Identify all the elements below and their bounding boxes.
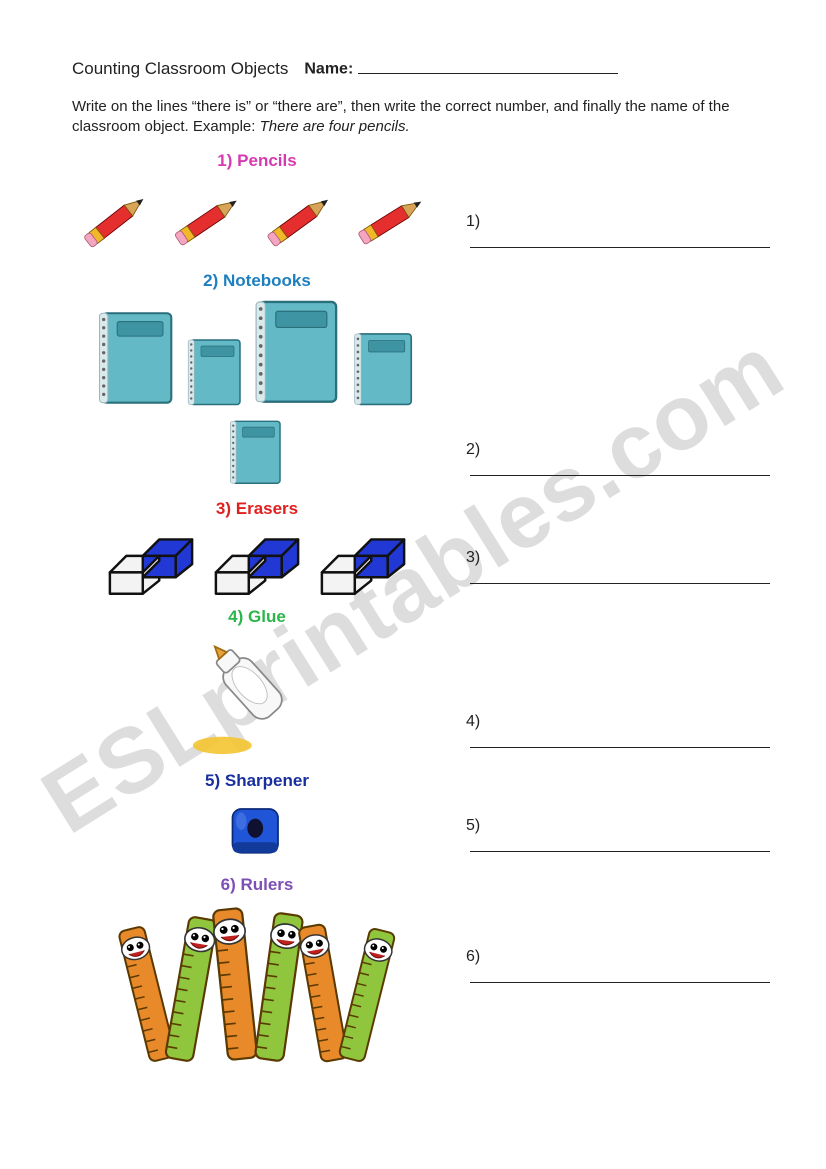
item-label: Rulers <box>240 875 293 894</box>
item-rulers: 6) Rulers <box>72 875 766 1069</box>
item-num: 3) <box>216 499 231 518</box>
item-pencils-left: 1) Pencils <box>72 151 442 261</box>
eraser-icon <box>207 523 307 597</box>
answer-line-4[interactable] <box>470 731 770 749</box>
answer-line-5[interactable] <box>470 835 770 853</box>
answer-5: 5) <box>442 817 770 866</box>
item-rulers-left: 6) Rulers <box>72 875 442 1069</box>
item-erasers-heading: 3) Erasers <box>72 499 442 519</box>
item-pencils: 1) Pencils <box>72 151 766 261</box>
item-num: 4) <box>228 607 243 626</box>
item-num: 2) <box>203 271 218 290</box>
name-field-wrap: Name: <box>304 56 617 79</box>
rulers-graphic <box>72 899 442 1069</box>
sharpener-icon <box>222 795 292 865</box>
item-sharpener-heading: 5) Sharpener <box>72 771 442 791</box>
worksheet-page: Counting Classroom Objects Name: Write o… <box>0 0 826 1119</box>
item-sharpener-left: 5) Sharpener <box>72 771 442 865</box>
answer-line-2[interactable] <box>470 459 770 477</box>
notebook-icon <box>252 295 346 411</box>
item-sharpener: 5) Sharpener 5) <box>72 771 766 865</box>
item-glue: 4) Glue 4) <box>72 607 766 761</box>
item-label: Glue <box>248 607 286 626</box>
item-label: Sharpener <box>225 771 309 790</box>
item-label: Erasers <box>236 499 298 518</box>
answer-2: 2) <box>442 441 770 490</box>
answer-1: 1) <box>442 213 770 262</box>
item-erasers: 3) Erasers <box>72 499 766 597</box>
sharpener-graphic <box>72 795 442 865</box>
answer-num: 5) <box>466 817 480 834</box>
instructions-example: There are four pencils. <box>260 118 410 135</box>
item-glue-left: 4) Glue <box>72 607 442 761</box>
item-notebooks: 2) Notebooks 2) <box>72 271 766 489</box>
glue-graphic <box>72 631 442 761</box>
item-num: 5) <box>205 771 220 790</box>
answer-num: 2) <box>466 441 480 458</box>
notebook-icon <box>228 417 286 489</box>
answer-4: 4) <box>442 713 770 762</box>
pencils-graphic <box>72 175 442 261</box>
page-title: Counting Classroom Objects <box>72 59 288 79</box>
item-notebooks-heading: 2) Notebooks <box>72 271 442 291</box>
notebooks-graphic <box>72 295 442 489</box>
glue-icon <box>187 631 327 761</box>
name-input-line[interactable] <box>358 56 618 74</box>
item-label: Pencils <box>237 151 297 170</box>
answer-line-1[interactable] <box>470 231 770 249</box>
eraser-icon <box>313 523 413 597</box>
item-erasers-left: 3) Erasers <box>72 499 442 597</box>
instructions-text: Write on the lines “there is” or “there … <box>72 97 766 138</box>
answer-num: 4) <box>466 713 480 730</box>
notebook-icon <box>96 307 180 411</box>
answer-num: 3) <box>466 549 480 566</box>
notebook-icon <box>352 329 418 411</box>
item-rulers-heading: 6) Rulers <box>72 875 442 895</box>
answer-line-6[interactable] <box>470 966 770 984</box>
item-notebooks-left: 2) Notebooks <box>72 271 442 489</box>
eraser-icon <box>101 523 201 597</box>
answer-num: 1) <box>466 213 480 230</box>
answer-6: 6) <box>442 948 770 997</box>
item-glue-heading: 4) Glue <box>72 607 442 627</box>
answer-line-3[interactable] <box>470 567 770 585</box>
answer-3: 3) <box>442 549 770 598</box>
pencil-icon <box>336 159 455 278</box>
erasers-graphic <box>72 523 442 597</box>
name-label: Name: <box>304 61 353 78</box>
answer-num: 6) <box>466 948 480 965</box>
notebook-icon <box>186 335 246 411</box>
header-row: Counting Classroom Objects Name: <box>72 56 766 79</box>
item-num: 6) <box>221 875 236 894</box>
